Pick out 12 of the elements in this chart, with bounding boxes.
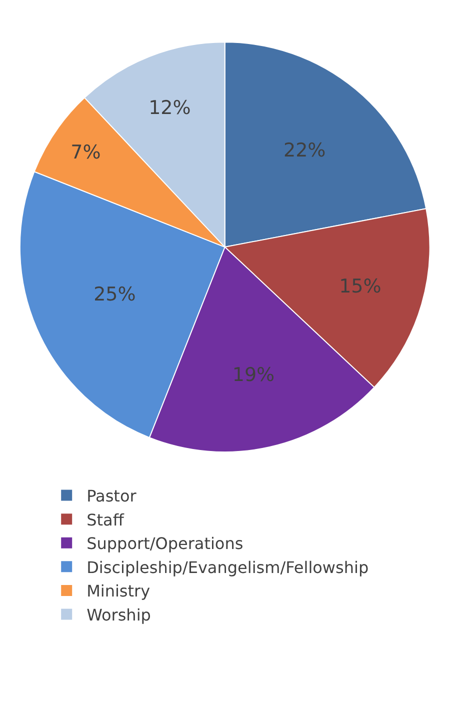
data-label: 7% [70, 141, 101, 164]
legend-label: Worship [86, 606, 151, 625]
data-label: 12% [148, 96, 191, 119]
legend-label: Staff [86, 510, 125, 530]
data-label: 22% [284, 140, 326, 162]
legend-label: Pastor [86, 486, 137, 506]
legend-label: Ministry [86, 582, 150, 601]
data-label: 19% [232, 364, 275, 386]
data-label: 25% [94, 284, 136, 306]
legend-label: Support/Operations [86, 534, 244, 554]
data-label: 15% [339, 275, 382, 298]
legend-label: Discipleship/Evangelism/Fellowship [86, 558, 369, 577]
